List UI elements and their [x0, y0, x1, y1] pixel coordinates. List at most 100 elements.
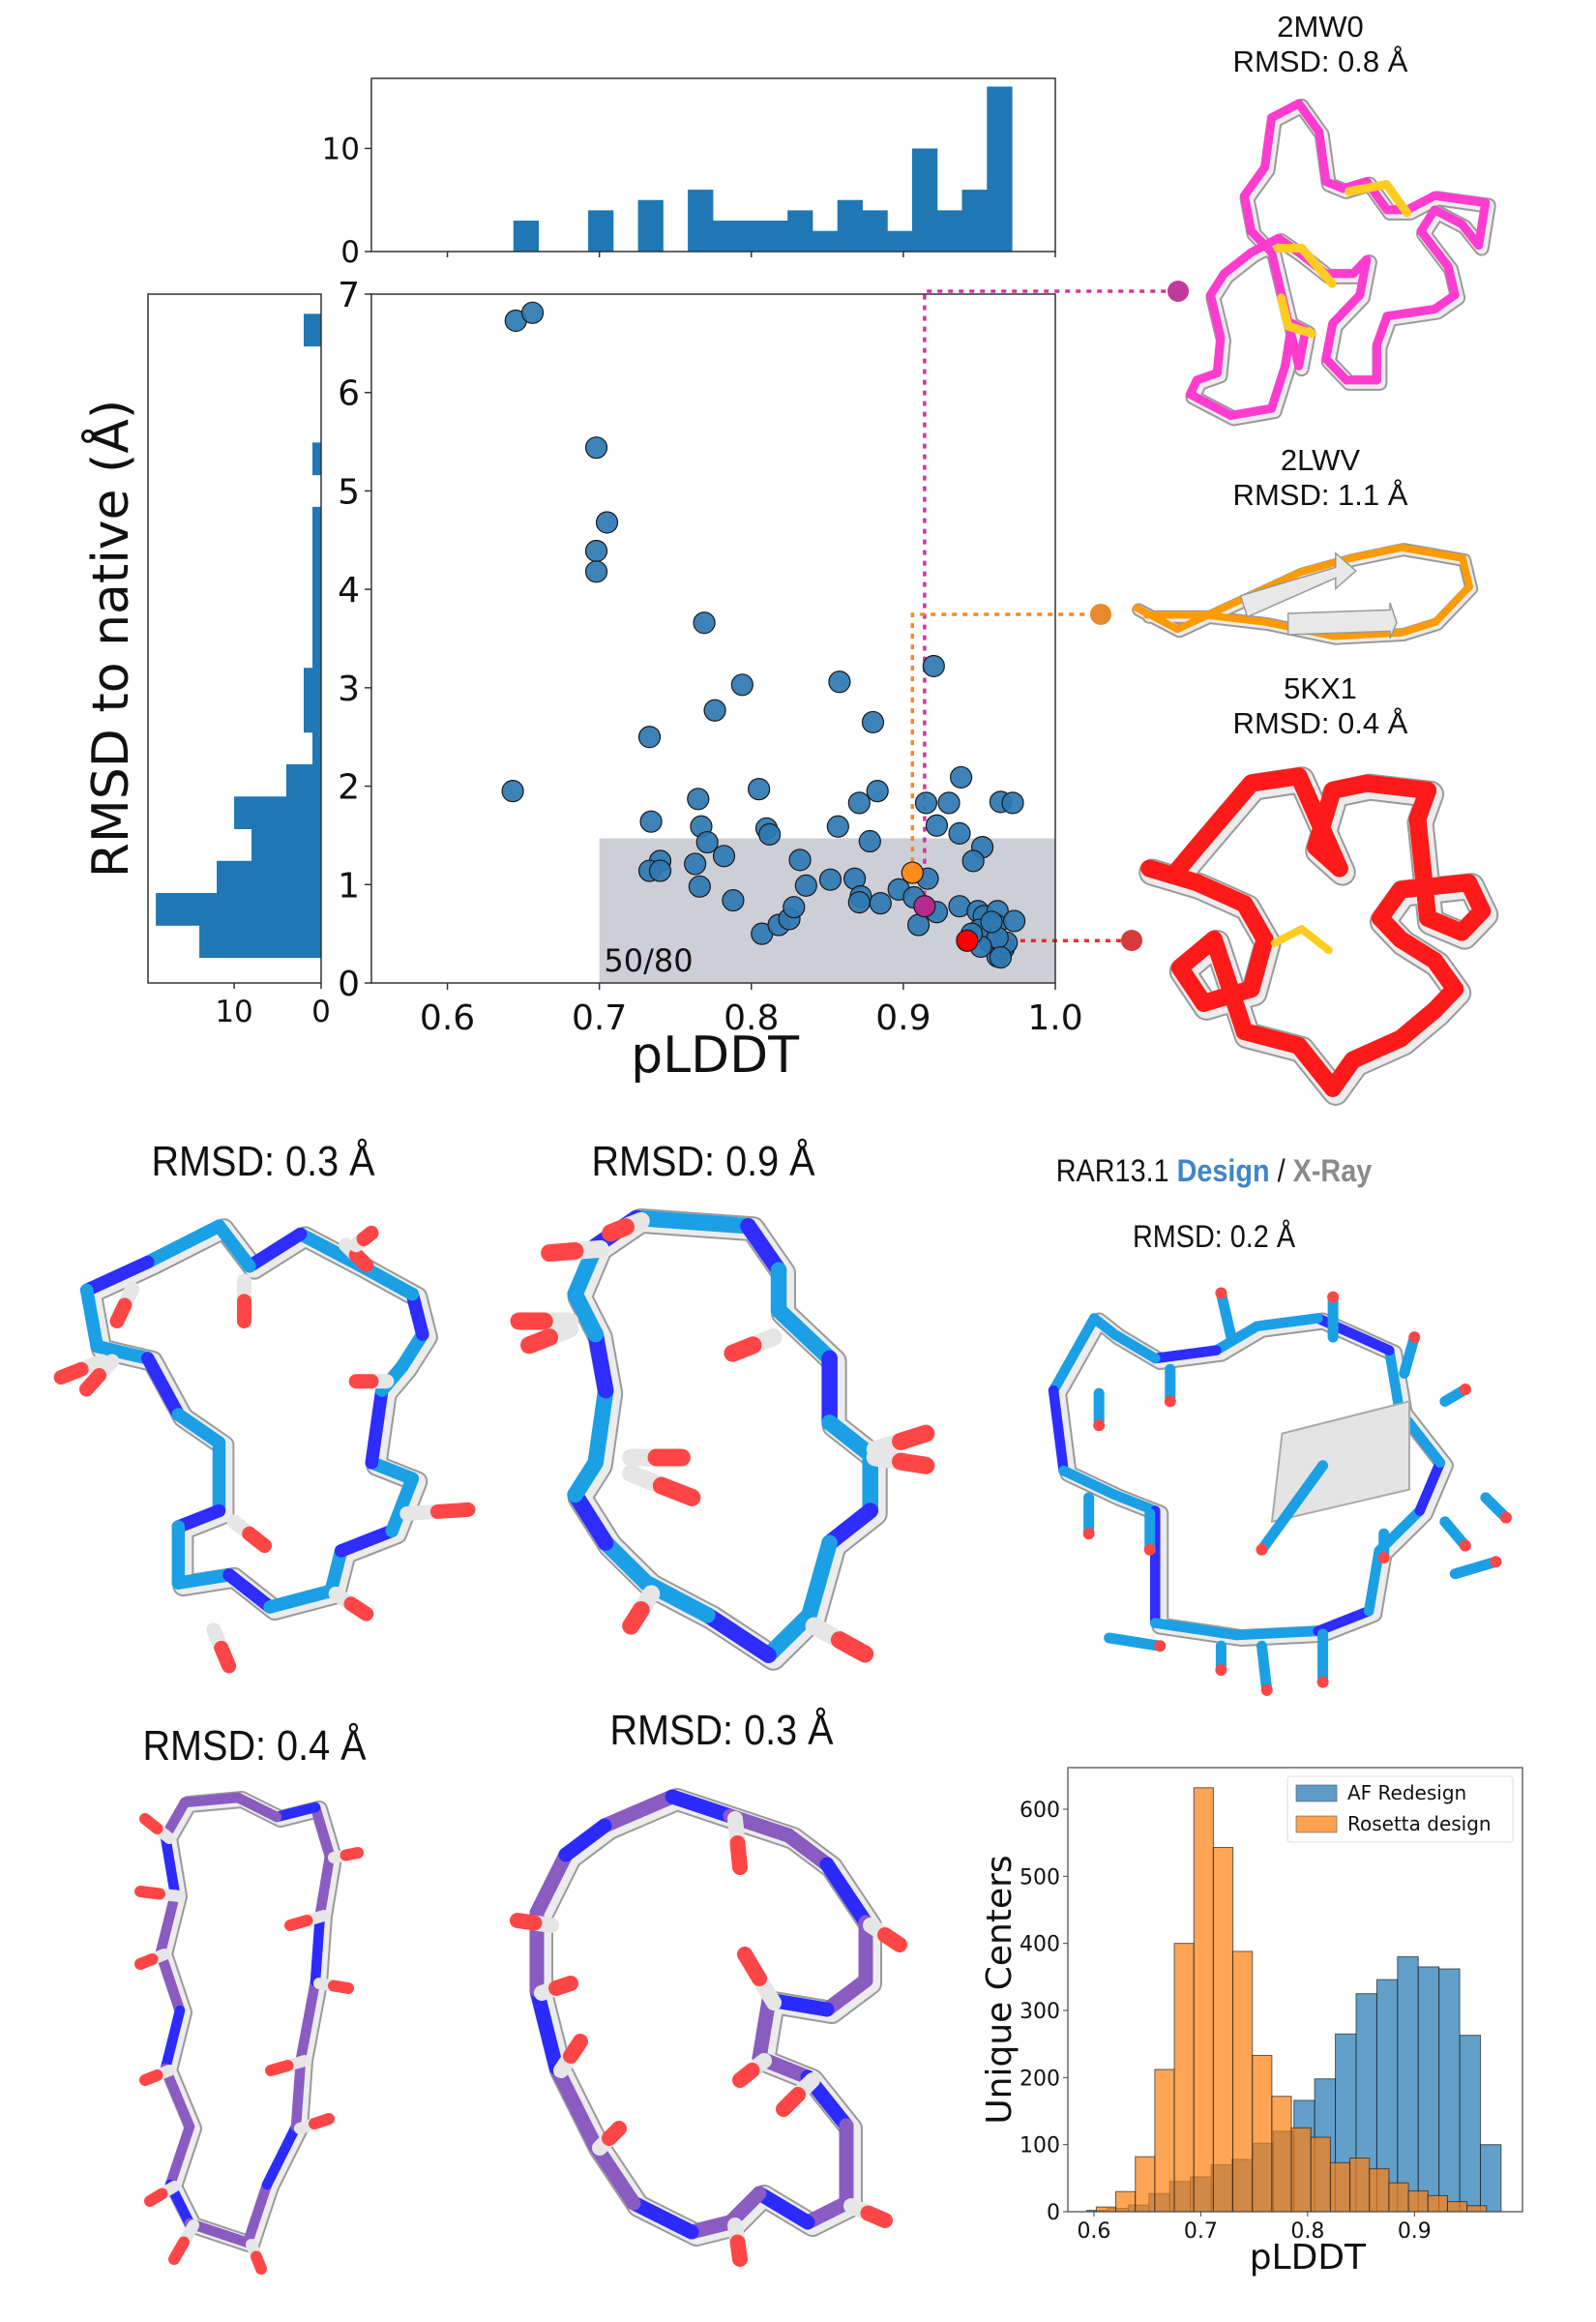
- carbonyl-oxygen: [541, 1242, 584, 1263]
- bottom-hist-y-tick-label: 300: [1020, 2000, 1060, 2024]
- scatter-point: [684, 852, 707, 876]
- scatter-point: [1002, 909, 1026, 933]
- highlight-point-2lwv: [901, 861, 924, 884]
- design-tube-segment: [324, 1544, 348, 1598]
- carbonyl-oxygen: [134, 1886, 165, 1900]
- carbonyl-oxygen: [265, 2060, 294, 2076]
- x-tick-label: 0.6: [420, 998, 475, 1038]
- design-tube-segment: [1414, 1457, 1446, 1516]
- design-tube-segment: [1459, 554, 1473, 591]
- design-tube-segment: [1088, 1313, 1120, 1340]
- side-chain-oxygen: [1499, 1511, 1512, 1524]
- scatter-point: [866, 780, 889, 803]
- design-tube-segment: [164, 2121, 195, 2190]
- scatter-point: [858, 829, 881, 853]
- design-tube-segment: [1289, 1036, 1342, 1097]
- carbonyl-oxygen: [724, 1336, 762, 1362]
- disulfide-bond: [1270, 925, 1306, 947]
- design-tube-segment: [1108, 1489, 1161, 1516]
- scatter-point: [906, 913, 931, 937]
- scatter-point: [730, 673, 754, 697]
- design-tube-segment: [1260, 113, 1277, 172]
- design-tube-segment: [1164, 838, 1206, 884]
- left-hist-bar: [312, 442, 321, 476]
- design-tube-segment: [752, 1992, 777, 2066]
- carbonyl-oxygen: [284, 1915, 313, 1931]
- design-tube-segment: [295, 1976, 321, 2065]
- carbonyl-oxygen: [214, 1640, 237, 1674]
- side-chain: [1104, 1632, 1166, 1652]
- scatter-point: [758, 822, 782, 847]
- structure-label-2mw0: 2MW0 RMSD: 0.8 Å: [1233, 10, 1408, 79]
- design-tube-segment: [567, 1486, 614, 1551]
- connector-2mw0: [923, 289, 1178, 907]
- design-tube-segment: [1346, 544, 1405, 562]
- left-hist-bar: [312, 603, 321, 637]
- x-tick-label: 0.9: [875, 998, 931, 1038]
- scatter-point: [826, 815, 849, 838]
- left-hist-bar: [312, 731, 321, 765]
- top-hist-bar: [688, 190, 714, 252]
- scatter-point: [595, 511, 619, 534]
- scatter-point: [637, 726, 662, 749]
- scatter-point: [584, 539, 608, 563]
- rosetta-design-bar: [1173, 1943, 1195, 2213]
- scatter-point: [584, 436, 608, 460]
- scatter-point: [847, 791, 871, 815]
- bottom-hist-x-tick-label: 0.6: [1077, 2219, 1110, 2244]
- design-tube-segment: [171, 1568, 236, 1590]
- design-tube-segment: [1204, 930, 1254, 1041]
- side-chain-oxygen: [1260, 1683, 1273, 1696]
- carbonyl-oxygen: [732, 2063, 760, 2088]
- design-tube-segment: [597, 1789, 680, 1833]
- scatter-point: [949, 765, 973, 789]
- left-hist-bar: [312, 539, 321, 572]
- design-tube-segment: [587, 1325, 614, 1399]
- design-tube-segment: [760, 1607, 817, 1663]
- scatter-point: [648, 859, 672, 882]
- scatter-point: [847, 890, 871, 914]
- design-tube-segment: [1240, 191, 1256, 236]
- carbonyl-oxygen: [139, 1813, 163, 1834]
- design-tube-segment: [1398, 544, 1466, 562]
- left-hist-bar: [199, 925, 321, 959]
- scatter-frame: [370, 293, 1056, 984]
- carbonyl-oxygen: [348, 1247, 374, 1273]
- bottom-hist-x-tick-label: 0.8: [1290, 2219, 1324, 2244]
- carbonyl-oxygen: [520, 1328, 559, 1354]
- scatter-point: [688, 875, 711, 898]
- left-hist-bar: [312, 635, 321, 669]
- beta-strand-arrow: [1286, 602, 1398, 639]
- rosetta-design-bar: [1252, 2054, 1273, 2213]
- design-tube-segment: [1382, 305, 1439, 321]
- side-chain: [1449, 1556, 1501, 1580]
- beta-strand-arrow: [1239, 551, 1358, 618]
- carbonyl-oxygen: [776, 2087, 806, 2117]
- design-tube-segment: [171, 1503, 226, 1533]
- legend-label: AF Redesign: [1347, 1781, 1466, 1804]
- design-tube-segment: [1150, 1345, 1222, 1364]
- rosetta-design-bar: [1369, 2168, 1390, 2213]
- design-tube-segment: [529, 1847, 574, 1920]
- scatter-point: [794, 874, 817, 897]
- reference-tube: [569, 1209, 886, 1669]
- structure-id: 2MW0: [1277, 10, 1364, 44]
- scatter-point: [948, 821, 971, 845]
- carbonyl-oxygen: [548, 1976, 578, 1996]
- top-hist-bar: [837, 199, 863, 252]
- legend-box: [1286, 1775, 1514, 1843]
- scatter-point: [818, 868, 842, 891]
- bottom-hist-x-label: pLDDT: [1250, 2238, 1367, 2277]
- side-chain-oxygen: [1093, 1419, 1106, 1432]
- design-tube-segment: [1403, 191, 1439, 215]
- scatter-point: [722, 888, 745, 912]
- y-axis-label: RMSD to native (Å): [80, 400, 140, 878]
- design-tube-segment: [1289, 767, 1348, 878]
- connector-dot-2mw0: [1167, 281, 1189, 302]
- side-chain-oxygen: [1490, 1556, 1502, 1568]
- design-tube-segment: [1321, 318, 1338, 364]
- carbonyl-oxygen: [429, 1502, 476, 1519]
- carbonyl-oxygen: [343, 1596, 374, 1622]
- bottom-hist-y-tick-label: 500: [1020, 1865, 1060, 1890]
- carbonyl-oxygen: [830, 1631, 874, 1663]
